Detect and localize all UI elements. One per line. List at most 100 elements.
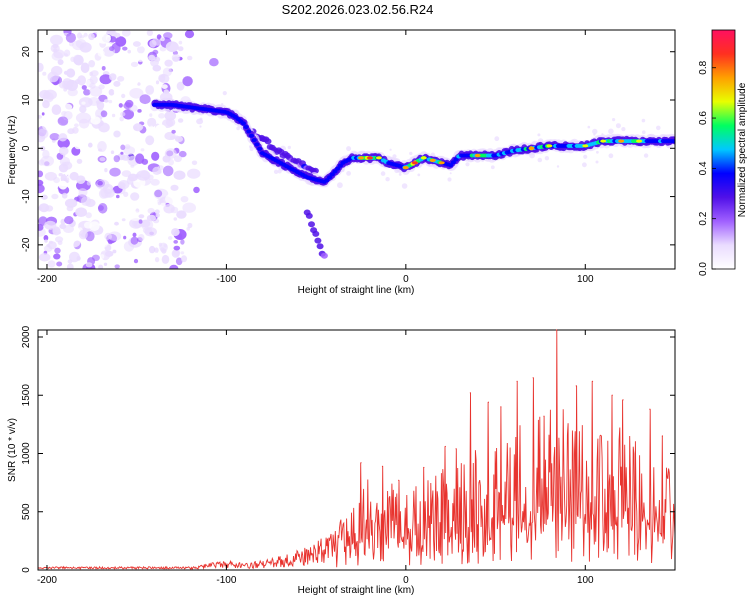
snr-y-tick-label: 2000 [21, 325, 32, 348]
noise-blob [42, 100, 50, 109]
noise-blob [147, 245, 160, 254]
noise-speck [398, 173, 402, 176]
noise-blob [42, 121, 54, 131]
spectrogram-y-tick-label: 20 [21, 46, 32, 58]
snr-peak-point [622, 399, 624, 401]
noise-blob [105, 250, 114, 257]
noise-blob [168, 236, 173, 240]
noise-speck [447, 177, 452, 182]
snr-peak-point [516, 380, 518, 382]
noise-blob [138, 214, 145, 219]
noise-blob [112, 67, 118, 74]
noise-blob [156, 170, 162, 174]
noise-blob [43, 235, 49, 241]
noise-blob [180, 196, 189, 203]
noise-blob [82, 155, 86, 160]
ridge-core [332, 169, 338, 174]
noise-speck [583, 154, 588, 159]
noise-blob [89, 221, 100, 232]
noise-blob [121, 93, 126, 99]
noise-blob [76, 158, 83, 164]
noise-speck [287, 145, 291, 150]
noise-blob [89, 82, 96, 89]
noise-blob [185, 39, 193, 44]
noise-blob [147, 207, 155, 214]
noise-speck [595, 160, 599, 164]
noise-blob [104, 188, 115, 198]
noise-blob [164, 131, 176, 141]
noise-blob [163, 89, 169, 94]
spectrogram-ridge [150, 97, 675, 188]
noise-blob [58, 180, 68, 190]
noise-blob [156, 34, 162, 40]
noise-blob [136, 170, 151, 181]
noise-speck [657, 151, 660, 154]
noise-blob [133, 258, 139, 264]
noise-blob [180, 255, 188, 263]
noise-blob [54, 228, 61, 233]
noise-blob [77, 75, 86, 86]
noise-blob [117, 59, 127, 67]
noise-blob [149, 113, 153, 117]
noise-blob [56, 261, 63, 267]
noise-blob [121, 30, 131, 37]
noise-blob [176, 210, 187, 219]
ridge-core [240, 121, 247, 126]
noise-blob [160, 202, 166, 207]
noise-blob [171, 54, 181, 62]
noise-blob [127, 49, 131, 54]
noise-speck [587, 125, 591, 129]
ridge-core [327, 175, 333, 180]
noise-blob [125, 75, 139, 87]
ridge-peak [402, 166, 409, 170]
ridge-core [335, 166, 341, 171]
snr-peak-point [611, 394, 613, 396]
noise-speck [494, 136, 500, 142]
snr-peak-point [469, 392, 471, 394]
noise-blob [128, 68, 138, 78]
noise-blob [154, 189, 163, 198]
noise-blob [165, 193, 178, 205]
noise-blob [51, 65, 63, 76]
ridge-peak [358, 156, 364, 160]
noise-blob [85, 212, 92, 219]
noise-blob [103, 262, 108, 266]
noise-blob [184, 30, 195, 39]
noise-speck [465, 162, 470, 167]
noise-speck [592, 128, 598, 135]
noise-blob [86, 180, 91, 186]
noise-blob [64, 216, 74, 225]
snr-y-tick-label: 0 [21, 567, 32, 573]
noise-speck [409, 151, 413, 156]
noise-blob [112, 249, 117, 254]
colorbar-tick-label: 0.4 [698, 161, 709, 175]
noise-blob [161, 254, 170, 264]
noise-speck [608, 128, 614, 135]
noise-blob [65, 32, 76, 43]
noise-speck [544, 156, 550, 161]
noise-blob [80, 62, 90, 74]
noise-blob [182, 76, 193, 87]
noise-blob [154, 209, 160, 214]
noise-blob [81, 85, 87, 90]
noise-blob [151, 151, 160, 161]
noise-blob [42, 71, 47, 76]
noise-blob [176, 81, 185, 91]
noise-blob [50, 44, 60, 53]
noise-speck [417, 173, 421, 177]
snr-peak-point [575, 385, 577, 387]
noise-speck [199, 125, 202, 128]
ridge-core [329, 172, 335, 177]
noise-blob [69, 188, 79, 196]
snr-x-tick-label: -100 [216, 575, 236, 586]
noise-blob [127, 173, 138, 182]
noise-blob [98, 264, 104, 269]
noise-blob [145, 85, 155, 95]
branch-blob [308, 221, 315, 228]
noise-blob [38, 128, 49, 139]
noise-blob [49, 133, 60, 141]
noise-blob [51, 51, 63, 61]
snr-peak-point [455, 448, 457, 450]
noise-blob [89, 245, 98, 255]
